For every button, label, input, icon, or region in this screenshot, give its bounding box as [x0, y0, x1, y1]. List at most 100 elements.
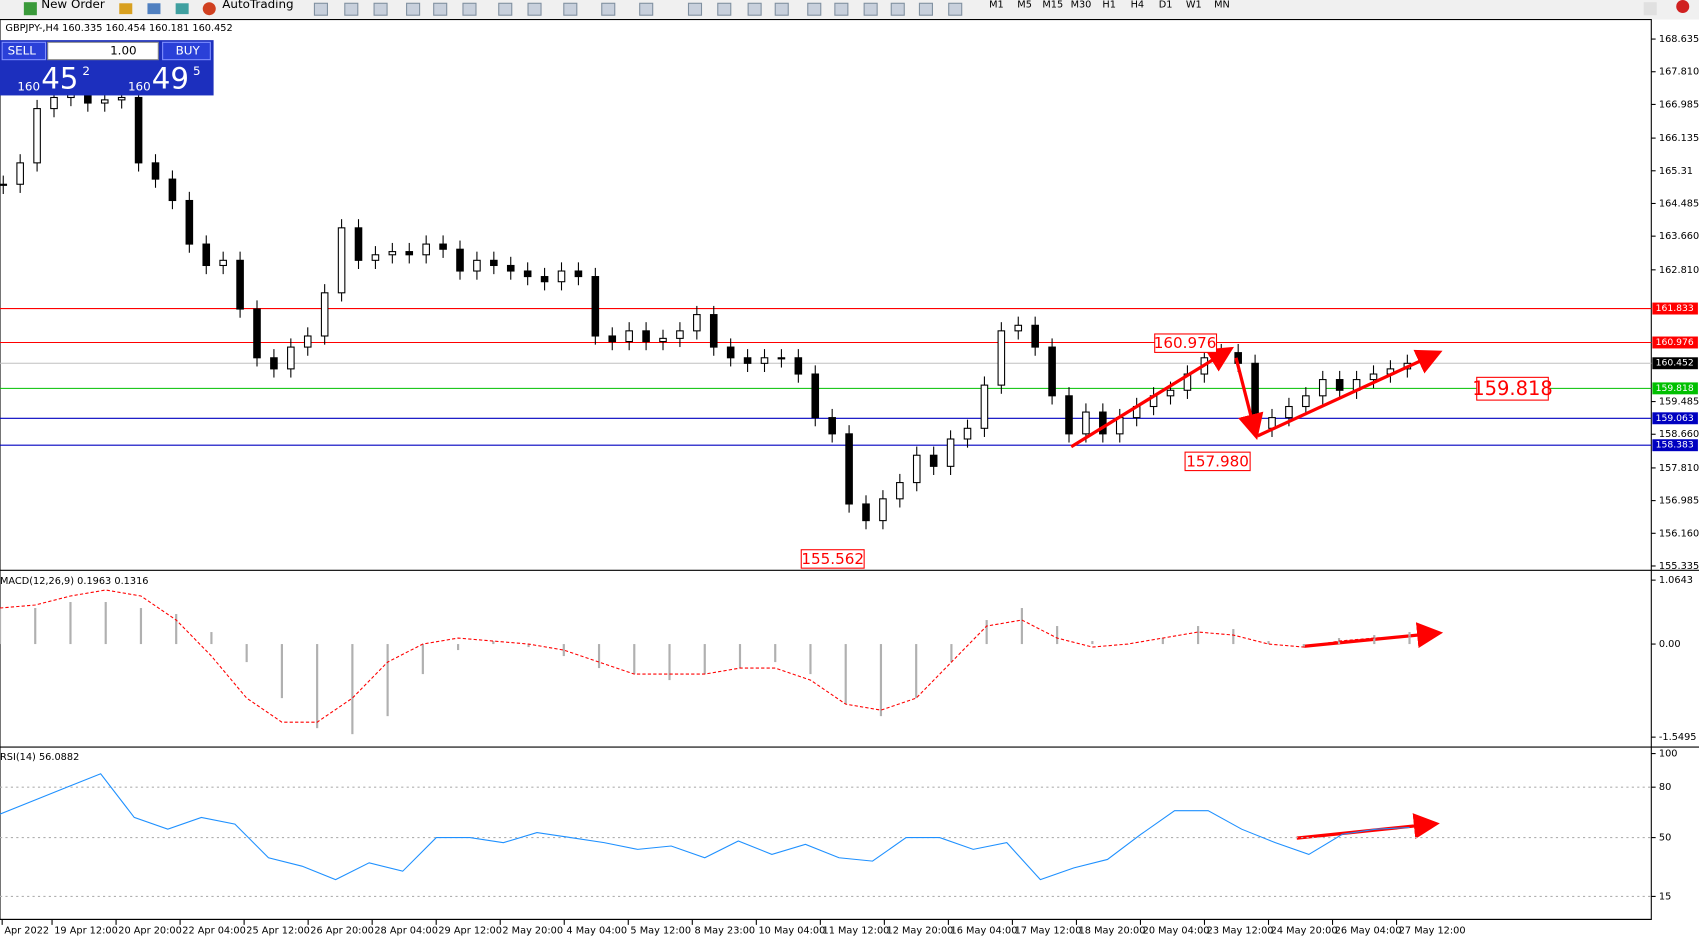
price-chart: 168.635 167.810 166.985 166.135 165.31 164.48… [0, 34, 1699, 572]
candle [811, 373, 820, 419]
toolbar-icon[interactable] [433, 2, 448, 16]
macd-bar [139, 608, 143, 645]
candle [1302, 395, 1310, 408]
sell-button[interactable] [1, 41, 47, 61]
toolbar-icon[interactable] [747, 2, 762, 16]
macd-bar [351, 644, 354, 735]
macd-bar [1091, 641, 1094, 645]
price-tick-label: 155.335 [1659, 561, 1699, 572]
toolbar-icon[interactable] [717, 2, 732, 16]
toolbar-icon[interactable] [948, 2, 963, 16]
trend-arrow [1304, 622, 1444, 649]
macd-bar [844, 644, 847, 705]
candle [980, 384, 989, 429]
macd-bar [1196, 626, 1200, 645]
candle [185, 199, 194, 245]
time-label: 2 May 20:00 [502, 925, 563, 936]
toolbar-icon[interactable] [890, 2, 905, 16]
toolbar-icon[interactable] [639, 2, 654, 16]
trend-arrow [1257, 349, 1443, 438]
candle [337, 227, 346, 294]
timeframe-button[interactable]: M5 [1017, 0, 1032, 10]
buy-label[interactable]: BUY [176, 43, 201, 57]
toolbar-icon[interactable] [601, 2, 616, 16]
toolbar-icon[interactable] [344, 2, 359, 16]
toolbar-icon[interactable] [807, 2, 822, 16]
candle [422, 243, 430, 256]
toolbar-icon[interactable] [774, 2, 789, 16]
macd-bar [1373, 635, 1376, 645]
timeframe-button[interactable]: M1 [989, 0, 1004, 10]
toolbar-icon[interactable] [834, 2, 849, 16]
timeframe-button[interactable]: H1 [1102, 0, 1116, 10]
toolbar-icon[interactable] [119, 3, 133, 15]
timeframe-button[interactable]: H4 [1131, 0, 1145, 10]
macd-bar [738, 644, 742, 669]
candle [1082, 411, 1090, 435]
toolbar-icon[interactable] [563, 2, 578, 16]
sell-label[interactable]: SELL [8, 43, 37, 57]
time-label: 12 May 20:00 [887, 925, 954, 936]
toolbar-icon[interactable] [527, 2, 542, 16]
rsi-label: RSI(14) 56.0882 [0, 752, 79, 763]
timeframe-button[interactable]: M15 [1042, 0, 1063, 10]
trend-arrow [1234, 357, 1264, 441]
toolbar-icon[interactable] [175, 3, 189, 15]
toolbar-icon[interactable] [918, 2, 933, 16]
candle [320, 292, 329, 337]
macd-bar [210, 632, 213, 645]
price-tick-label: 156.160 [1659, 528, 1699, 539]
macd-bar [245, 644, 248, 663]
candle [896, 482, 904, 500]
candle [523, 270, 532, 278]
price-level-tag [1652, 357, 1698, 370]
toolbar-icon[interactable] [313, 2, 328, 16]
candle [845, 433, 853, 505]
price-level-tag [1652, 412, 1698, 425]
timeframe-button[interactable]: W1 [1186, 0, 1202, 10]
new-order-icon[interactable] [23, 2, 37, 16]
candle [303, 335, 312, 348]
macd-bar [985, 620, 988, 645]
toolbar-icon[interactable] [406, 2, 421, 16]
buy-button[interactable] [162, 41, 211, 61]
auto-trading-icon[interactable] [202, 2, 216, 16]
toolbar-icon[interactable] [147, 3, 161, 15]
candle [151, 162, 160, 180]
macd-bar [34, 608, 37, 645]
toolbar-icon[interactable] [498, 2, 513, 16]
candle [253, 308, 261, 359]
macd-bar [492, 641, 495, 645]
price-level-label: 158.383 [1656, 440, 1694, 451]
price-level-label: 160.976 [1656, 337, 1694, 348]
notification-icon[interactable] [1676, 0, 1690, 14]
toolbar-icon[interactable] [687, 2, 703, 16]
candle [168, 178, 177, 202]
lot-input[interactable] [47, 41, 159, 61]
timeframe-button[interactable]: D1 [1159, 0, 1173, 10]
price-tick-label: 166.135 [1659, 133, 1699, 144]
new-order-button[interactable]: New Order [41, 0, 105, 11]
toolbar-icon[interactable] [462, 2, 477, 16]
candle [236, 259, 244, 310]
candle [100, 99, 109, 104]
candle [946, 438, 955, 467]
timeframe-button[interactable]: M30 [1071, 0, 1092, 10]
candle [1065, 395, 1073, 435]
candle [659, 337, 667, 343]
lot-value[interactable]: 1.00 [110, 43, 137, 57]
search-icon[interactable] [1643, 2, 1657, 16]
macd-bar [1020, 608, 1023, 645]
buy-price-mid: 49 [152, 62, 189, 96]
candle [0, 183, 8, 186]
toolbar-icon[interactable] [863, 2, 878, 16]
toolbar-icon[interactable] [373, 2, 388, 16]
candle [1285, 405, 1293, 419]
candle [574, 270, 583, 278]
auto-trading-button[interactable]: AutoTrading [222, 0, 293, 11]
timeframe-button[interactable]: MN [1214, 0, 1230, 10]
candle [456, 248, 464, 272]
time-label: 22 Apr 04:00 [182, 925, 246, 936]
time-label: 4 May 04:00 [566, 925, 627, 936]
